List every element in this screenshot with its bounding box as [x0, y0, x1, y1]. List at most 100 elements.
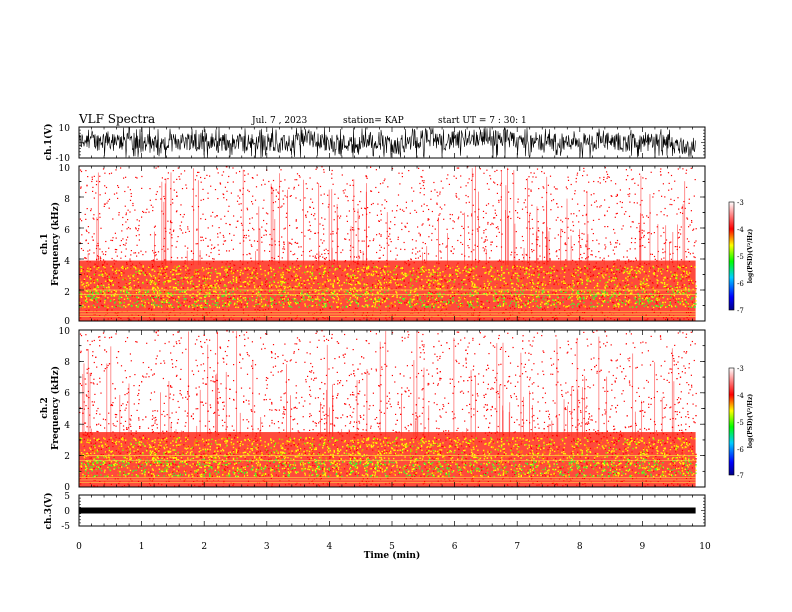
spectrogram-pixel [685, 267, 687, 269]
spectrogram-pixel [529, 286, 531, 288]
spectrogram-pixel [152, 206, 154, 208]
spectrogram-pixel [498, 274, 500, 276]
spectrogram-pixel [262, 305, 264, 307]
spectrogram-pixel [379, 305, 381, 308]
spectrogram-pixel [507, 285, 509, 287]
spectrogram-pixel [588, 276, 590, 278]
spectrogram-pixel [483, 283, 486, 285]
spectrogram-pixel [673, 199, 675, 202]
spectrogram-pixel [376, 291, 379, 293]
spectrogram-pixel [339, 217, 341, 219]
spectrogram-pixel [294, 253, 296, 255]
spectrogram-pixel [356, 266, 358, 268]
spectrogram-pixel [680, 226, 682, 228]
spectrogram-pixel [202, 213, 204, 215]
spectrogram-pixel [419, 235, 421, 237]
spectrogram-pixel [261, 184, 263, 186]
spectrogram-pixel [580, 296, 582, 298]
spectrogram-pixel [302, 251, 304, 253]
spectrogram-pixel [256, 316, 259, 318]
spectrogram-pixel [233, 295, 235, 297]
spectrogram-pixel [658, 296, 660, 298]
spectrogram-pixel [518, 275, 520, 277]
spectrogram-pixel [589, 280, 591, 282]
spectrogram-pixel [186, 187, 188, 189]
spectrogram-pixel [421, 278, 423, 281]
spectrogram-pixel [584, 267, 586, 269]
spectrogram-pixel [105, 240, 107, 243]
spectrogram-pixel [346, 183, 348, 185]
spectrogram-pixel [614, 308, 616, 310]
spectrogram-pixel [483, 230, 485, 232]
spectrogram-pixel [313, 279, 315, 281]
spectrogram-pixel [477, 261, 479, 263]
spectrogram-pixel [449, 304, 451, 306]
spectrogram-pixel [581, 268, 583, 270]
spectrogram-pixel [601, 296, 603, 298]
spectrogram-pixel [487, 223, 489, 225]
spectrogram-pixel [401, 209, 404, 211]
spectrogram-pixel [282, 296, 284, 298]
spectrogram-pixel [160, 198, 162, 200]
spectrogram-pixel [520, 300, 523, 302]
spectrogram-pixel [349, 281, 351, 284]
spectrogram-pixel [118, 274, 121, 277]
spectrogram-pixel [472, 175, 474, 177]
spectrogram-pixel [648, 232, 650, 234]
spectrogram-pixel [243, 240, 245, 242]
spectrogram-pixel [338, 296, 340, 298]
spectrogram-pixel [155, 193, 157, 195]
spectrogram-pixel [111, 257, 113, 260]
spectrogram-pixel [99, 256, 101, 258]
spectrogram-pixel [410, 297, 413, 299]
spectrogram-pixel [196, 277, 198, 279]
spectrogram-pixel [331, 177, 333, 179]
spectrogram-pixel [284, 227, 286, 229]
spectrogram-pixel [408, 265, 410, 267]
spectrogram-pixel [573, 268, 575, 270]
spectrogram-pixel [427, 281, 430, 283]
spectrogram-pixel [547, 184, 549, 186]
spectrogram-pixel [577, 274, 579, 276]
spectrogram-pixel [377, 203, 379, 205]
spectrogram-pixel [82, 283, 85, 285]
spectrogram-pixel [304, 287, 306, 289]
spectrogram-pixel [357, 303, 360, 305]
spectrogram-pixel [426, 297, 428, 299]
spectrogram-pixel [130, 274, 132, 276]
spectrogram-pixel [543, 287, 546, 289]
spectrogram-pixel [593, 180, 595, 183]
spectrogram-pixel [553, 309, 555, 311]
spectrogram-pixel [575, 177, 577, 180]
spectrogram-pixel [438, 214, 440, 216]
spectrogram-pixel [137, 274, 139, 276]
spectrogram-pixel [590, 271, 592, 273]
spectrogram-pixel [102, 284, 105, 287]
spectrogram-pixel [152, 290, 155, 292]
spectrogram-pixel [591, 254, 593, 256]
spectrogram-pixel [670, 198, 672, 200]
spectrogram-pixel [397, 299, 399, 302]
spectrogram-pixel [142, 292, 144, 294]
spectrogram-pixel [431, 232, 433, 235]
spectrogram-pixel [205, 273, 208, 276]
spectrogram-pixel [356, 298, 358, 300]
spectrogram-pixel [589, 275, 592, 278]
spectrogram-pixel [359, 319, 361, 321]
spectrogram-pixel [565, 259, 567, 261]
spectrogram-pixel [538, 273, 540, 275]
spectrogram-pixel [79, 278, 81, 281]
spectrogram-pixel [202, 317, 204, 319]
spectrogram-pixel [600, 272, 602, 274]
spectrogram-pixel [358, 257, 361, 259]
spectrogram-pixel [205, 288, 207, 290]
spectrogram-pixel [357, 279, 359, 281]
spectrogram-pixel [101, 251, 103, 253]
spectrogram-pixel [355, 301, 358, 303]
spectrogram-pixel [398, 172, 400, 174]
spectrogram-pixel [81, 220, 83, 222]
spectrogram-pixel [586, 240, 588, 242]
spectrogram-pixel [322, 256, 324, 258]
spectrogram-pixel [93, 233, 95, 235]
spectrogram-pixel [379, 281, 381, 283]
